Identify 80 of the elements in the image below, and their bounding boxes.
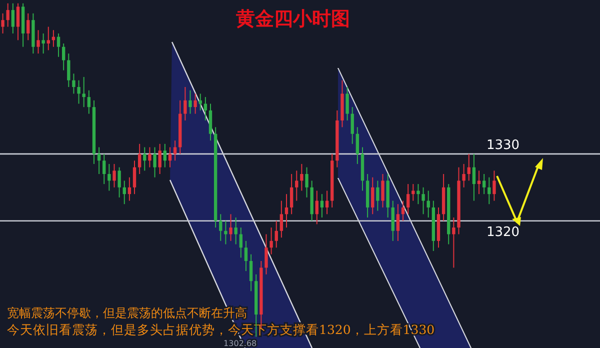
- candlestick: [290, 174, 294, 215]
- candlestick: [376, 180, 380, 212]
- candlestick: [36, 30, 40, 54]
- candlestick: [305, 166, 308, 198]
- candlestick: [422, 186, 425, 215]
- candlestick: [122, 180, 126, 205]
- candlestick: [488, 176, 491, 205]
- candlestick: [274, 220, 278, 248]
- candlestick: [132, 160, 136, 195]
- candlestick: [412, 184, 415, 202]
- candlestick: [401, 200, 405, 222]
- candlestick: [188, 90, 192, 114]
- candlestick: [244, 240, 248, 272]
- candlestick: [492, 170, 496, 202]
- candlestick: [82, 76, 86, 108]
- candlestick: [6, 2, 10, 28]
- candlestick: [315, 190, 318, 225]
- candlestick: [102, 153, 106, 185]
- candlestick: [381, 174, 384, 208]
- candlestick: [62, 43, 66, 71]
- chart-title: 黄金四小时图: [235, 8, 350, 30]
- candlestick: [87, 90, 91, 114]
- candlestick: [300, 163, 304, 192]
- candlestick: [350, 106, 354, 144]
- candlestick: [1, 12, 4, 34]
- candlestick: [406, 184, 410, 215]
- candlestick: [184, 86, 187, 121]
- candlestick: [108, 163, 111, 192]
- candlestick: [472, 153, 476, 202]
- candlestick: [482, 174, 486, 195]
- candlestick: [396, 204, 400, 242]
- candlestick: [97, 146, 101, 174]
- ref-line-label: 1320: [486, 224, 520, 240]
- candlestick: [56, 32, 60, 58]
- candlestick: [356, 126, 360, 164]
- candlestick: [204, 96, 208, 121]
- candlestick: [280, 200, 284, 238]
- candlestick: [477, 170, 481, 195]
- candlestick: [325, 190, 329, 215]
- candlestick: [391, 200, 394, 242]
- candlestick: [143, 146, 146, 172]
- candlestick: [426, 190, 430, 218]
- candlestick: [467, 153, 470, 182]
- candlestick: [138, 143, 142, 174]
- candlestick: [452, 217, 456, 268]
- candlestick: [148, 146, 152, 168]
- candlestick: [239, 227, 242, 258]
- candlestick: [128, 176, 132, 202]
- candlestick: [77, 80, 80, 104]
- candlestick: [234, 217, 238, 245]
- candlestick: [168, 146, 172, 168]
- candlestick: [158, 143, 162, 174]
- candlestick: [270, 227, 273, 255]
- candlestick: [229, 214, 232, 242]
- candlestick: [264, 234, 268, 275]
- candlestick: [346, 86, 349, 121]
- candlestick: [173, 140, 177, 162]
- ref-line-label: 1330: [486, 138, 520, 153]
- candlestick: [249, 254, 253, 292]
- candlestick: [118, 166, 121, 198]
- candlestick: [42, 32, 45, 54]
- candlestick: [462, 163, 466, 188]
- candlestick: [72, 73, 76, 94]
- candlestick: [284, 194, 288, 228]
- candlestick: [208, 103, 212, 142]
- candlestick: [194, 93, 197, 114]
- candlestick: [371, 176, 374, 215]
- candlestick: [295, 170, 298, 202]
- candlestick: [416, 184, 420, 205]
- candlestick: [219, 214, 222, 242]
- candlestick: [163, 143, 167, 168]
- candlestick: [26, 12, 30, 41]
- candlestick: [224, 220, 228, 245]
- candlestick: [112, 163, 116, 188]
- candlestick: [320, 194, 324, 218]
- candlestick: [11, 2, 15, 34]
- candlestick: [16, 2, 20, 41]
- candlestick: [67, 53, 70, 88]
- candlestick: [46, 26, 50, 51]
- candlestick: [153, 146, 156, 178]
